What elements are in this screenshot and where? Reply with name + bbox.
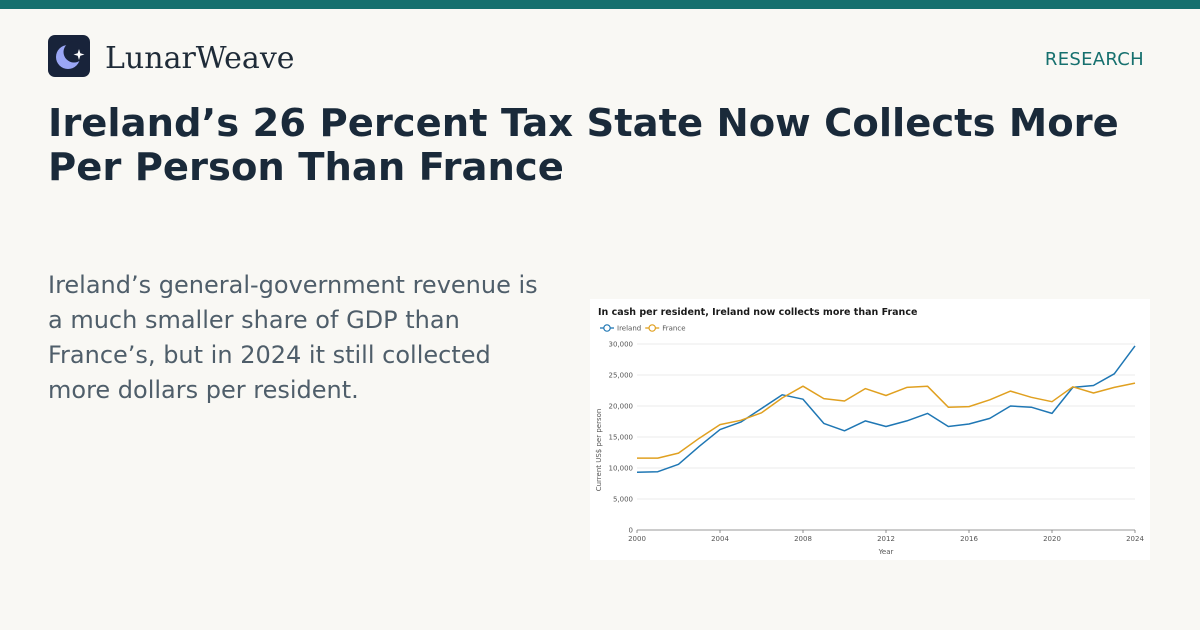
x-tick-label: 2024 <box>1126 535 1144 543</box>
series-line-france <box>637 382 1136 459</box>
line-chart: In cash per resident, Ireland now collec… <box>590 260 1150 600</box>
x-tick-label: 2012 <box>877 535 895 543</box>
chart-series <box>636 345 1136 474</box>
y-tick-label: 5,000 <box>613 496 633 504</box>
y-tick-label: 25,000 <box>609 372 634 380</box>
article-headline: Ireland’s 26 Percent Tax State Now Colle… <box>48 101 1119 190</box>
legend-label-ireland: Ireland <box>617 325 641 333</box>
chart-plot-panel <box>590 299 1150 560</box>
chart-ticks: 0 5,000 10,000 15,000 20,000 25,000 30,000 2000… <box>609 341 1145 544</box>
brand-name: LunarWeave <box>105 41 295 76</box>
legend-label-france: France <box>662 325 685 333</box>
x-tick-label: 2008 <box>794 535 812 543</box>
top-accent-bar <box>0 0 1200 9</box>
moon-logo-icon <box>48 35 90 77</box>
y-axis-label: Current US$ per person <box>595 409 603 492</box>
chart-legend: Ireland France <box>600 324 686 333</box>
legend-marker-ireland <box>603 324 611 332</box>
y-tick-label: 20,000 <box>609 403 634 411</box>
chart-card: In cash per resident, Ireland now collec… <box>590 260 1150 600</box>
article-summary: Ireland’s general-government revenue is … <box>48 271 538 404</box>
y-tick-label: 10,000 <box>609 465 634 473</box>
y-tick-label: 0 <box>629 527 633 535</box>
x-tick-label: 2016 <box>960 535 978 543</box>
x-axis-label: Year <box>878 548 894 556</box>
chart-bottom-band <box>590 560 1150 600</box>
y-tick-label: 15,000 <box>609 434 634 442</box>
x-tick-label: 2004 <box>711 535 729 543</box>
series-line-ireland <box>636 345 1136 474</box>
chart-title: In cash per resident, Ireland now collec… <box>598 307 917 318</box>
legend-marker-france <box>648 324 657 332</box>
nav-research-link[interactable]: RESEARCH <box>1044 49 1144 70</box>
chart-top-band <box>590 260 1150 299</box>
y-tick-label: 30,000 <box>609 341 634 349</box>
x-tick-label: 2020 <box>1043 535 1061 543</box>
x-tick-label: 2000 <box>628 535 646 543</box>
